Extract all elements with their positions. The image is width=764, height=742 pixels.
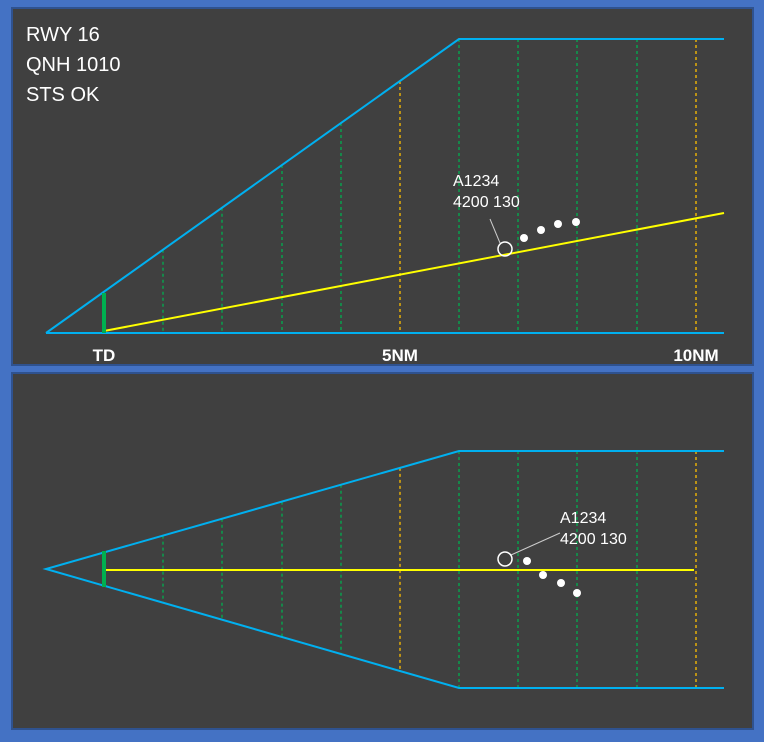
runway-label: RWY 16 — [26, 24, 100, 46]
azim-target-callsign: A1234 — [560, 510, 606, 527]
qnh-label: QNH 1010 — [26, 54, 121, 76]
target-history-dot — [520, 234, 528, 242]
status-label: STS OK — [26, 84, 100, 106]
azimuth-limits — [42, 450, 724, 689]
5nm-label: 5NM — [382, 346, 418, 365]
target-symbol — [497, 241, 513, 257]
target-leader-line — [510, 532, 561, 556]
elevation-upper-limit — [45, 38, 724, 334]
10nm-label: 10NM — [673, 346, 718, 365]
target-leader-line — [489, 218, 501, 244]
azimuth-panel — [11, 372, 754, 730]
elev-target-alt-speed: 4200 130 — [453, 194, 520, 211]
target-history-dot — [539, 571, 547, 579]
target-history-dot — [572, 218, 580, 226]
target-history-dot — [573, 589, 581, 597]
target-history-dot — [537, 226, 545, 234]
target-history-dot — [557, 579, 565, 587]
td-label: TD — [93, 346, 116, 365]
elev-target-callsign: A1234 — [453, 173, 499, 190]
elevation-panel — [11, 7, 754, 366]
glidepath-line — [103, 212, 725, 332]
target-history-dot — [554, 220, 562, 228]
azim-target-alt-speed: 4200 130 — [560, 531, 627, 548]
target-symbol — [497, 551, 513, 567]
target-history-dot — [523, 557, 531, 565]
